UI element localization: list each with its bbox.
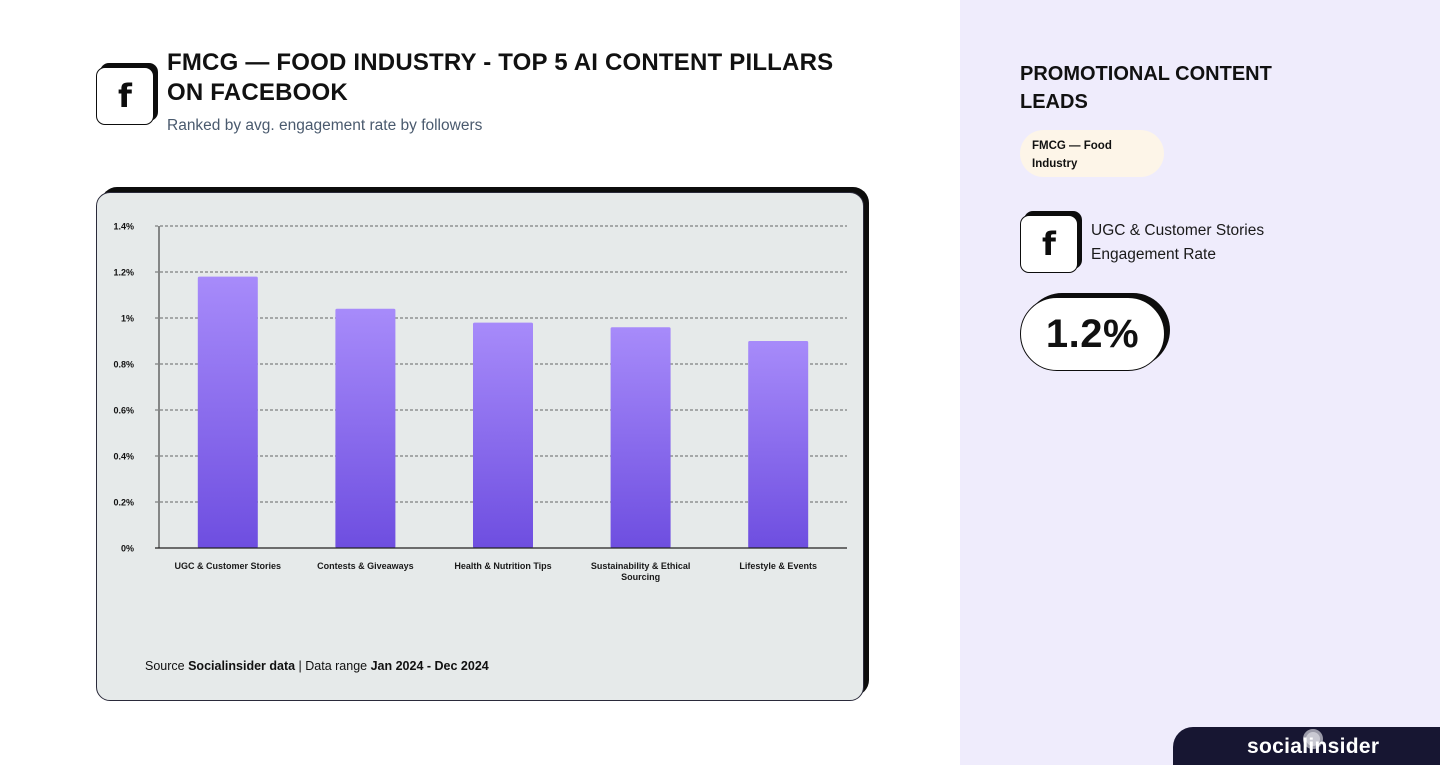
panel-facebook-badge: f bbox=[1020, 211, 1082, 273]
x-tick-label: Lifestyle & Events bbox=[739, 561, 817, 571]
source-name: Socialinsider data bbox=[188, 659, 296, 673]
x-tick-label: UGC & Customer Stories bbox=[175, 561, 282, 571]
metric-value: 1.2% bbox=[1045, 311, 1140, 356]
facebook-icon: f bbox=[1042, 225, 1056, 263]
source-prefix: Source bbox=[145, 659, 189, 673]
y-tick-label: 0.4% bbox=[113, 452, 134, 462]
x-tick-label: Health & Nutrition Tips bbox=[454, 561, 551, 571]
brand-footer: socialinsider bbox=[1173, 727, 1440, 765]
y-tick-label: 0.6% bbox=[113, 406, 134, 416]
bar bbox=[473, 322, 533, 548]
bar bbox=[610, 327, 671, 548]
y-tick-label: 0% bbox=[121, 544, 134, 554]
source-note: Source Socialinsider data | Data range J… bbox=[145, 659, 489, 673]
page-title: FMCG — FOOD INDUSTRY - TOP 5 AI CONTENT … bbox=[167, 49, 834, 106]
bar-chart: 0% 0.2% 0.4% 0.6% 0.8% 1% 1.2% 1.4% UGC & Custom… bbox=[113, 222, 847, 582]
y-tick-label: 0.8% bbox=[113, 360, 134, 370]
y-tick-label: 0.2% bbox=[113, 498, 134, 508]
brand-logo: socialinsider bbox=[1247, 735, 1380, 758]
facebook-icon: f bbox=[118, 77, 132, 115]
page-subtitle: Ranked by avg. engagement rate by follow… bbox=[167, 117, 483, 134]
x-tick-label: Contests & Giveaways bbox=[317, 561, 414, 571]
chart-card: 0% 0.2% 0.4% 0.6% 0.8% 1% 1.2% 1.4% UGC & Custom… bbox=[96, 192, 864, 701]
y-tick-label: 1.4% bbox=[113, 222, 134, 232]
y-tick-label: 1.2% bbox=[113, 268, 134, 278]
brand-dot-icon bbox=[1303, 729, 1323, 749]
facebook-badge: f bbox=[96, 63, 158, 125]
x-tick-label: Sourcing bbox=[621, 572, 660, 582]
x-tick-label: Sustainability & Ethical bbox=[591, 561, 691, 571]
bar bbox=[335, 308, 396, 548]
industry-tag: FMCG — Food Industry bbox=[1020, 130, 1164, 177]
source-separator: | Data range bbox=[295, 659, 371, 673]
data-range: Jan 2024 - Dec 2024 bbox=[370, 659, 489, 673]
metric-value-pill: 1.2% bbox=[1020, 293, 1170, 371]
panel-title: PROMOTIONAL CONTENT LEADS bbox=[1020, 63, 1272, 113]
y-tick-label: 1% bbox=[121, 314, 134, 324]
metric-label: UGC & Customer Stories Engagement Rate bbox=[1091, 222, 1265, 263]
bar bbox=[197, 276, 258, 548]
bar bbox=[748, 341, 809, 548]
insight-panel: PROMOTIONAL CONTENT LEADS FMCG — Food In… bbox=[960, 0, 1440, 765]
